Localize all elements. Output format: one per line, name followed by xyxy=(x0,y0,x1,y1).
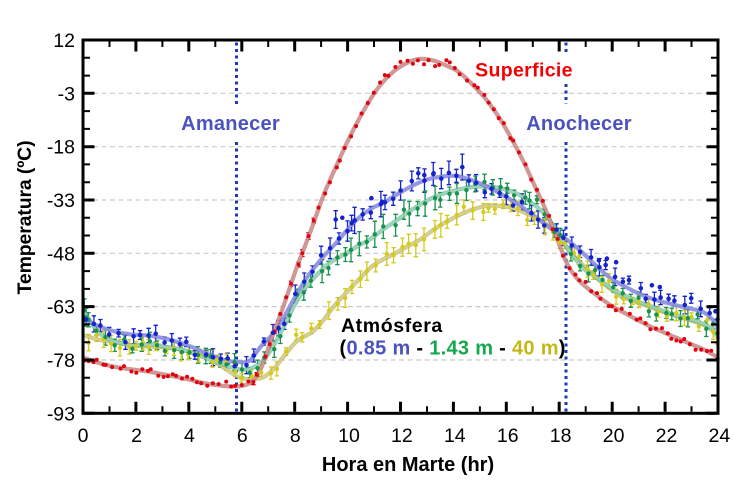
svg-text:6: 6 xyxy=(237,425,248,447)
svg-text:24: 24 xyxy=(709,425,731,447)
svg-text:-33: -33 xyxy=(47,190,75,212)
svg-text:-63: -63 xyxy=(47,297,75,319)
svg-text:2: 2 xyxy=(131,425,142,447)
svg-text:8: 8 xyxy=(290,425,301,447)
svg-text:-18: -18 xyxy=(47,137,75,159)
svg-text:12: 12 xyxy=(391,425,413,447)
svg-text:18: 18 xyxy=(550,425,572,447)
svg-text:(0.85 m - 1.43 m - 40 m): (0.85 m - 1.43 m - 40 m) xyxy=(340,338,566,360)
svg-text:Temperatura (ºC): Temperatura (ºC) xyxy=(14,141,36,295)
svg-text:4: 4 xyxy=(184,425,195,447)
svg-text:Amanecer: Amanecer xyxy=(181,113,280,135)
svg-text:12: 12 xyxy=(53,30,75,52)
svg-text:-93: -93 xyxy=(47,403,75,425)
svg-text:0: 0 xyxy=(78,425,89,447)
svg-text:Atmósfera: Atmósfera xyxy=(341,315,443,337)
svg-text:22: 22 xyxy=(656,425,678,447)
svg-text:20: 20 xyxy=(603,425,625,447)
svg-text:Superficie: Superficie xyxy=(475,60,573,82)
svg-text:-48: -48 xyxy=(47,243,75,265)
svg-text:-78: -78 xyxy=(47,350,75,372)
svg-text:10: 10 xyxy=(338,425,360,447)
svg-text:-3: -3 xyxy=(58,83,75,105)
svg-text:Anochecer: Anochecer xyxy=(526,113,632,135)
svg-text:16: 16 xyxy=(497,425,519,447)
svg-text:14: 14 xyxy=(444,425,466,447)
svg-text:Hora en Marte (hr): Hora en Marte (hr) xyxy=(322,454,494,476)
